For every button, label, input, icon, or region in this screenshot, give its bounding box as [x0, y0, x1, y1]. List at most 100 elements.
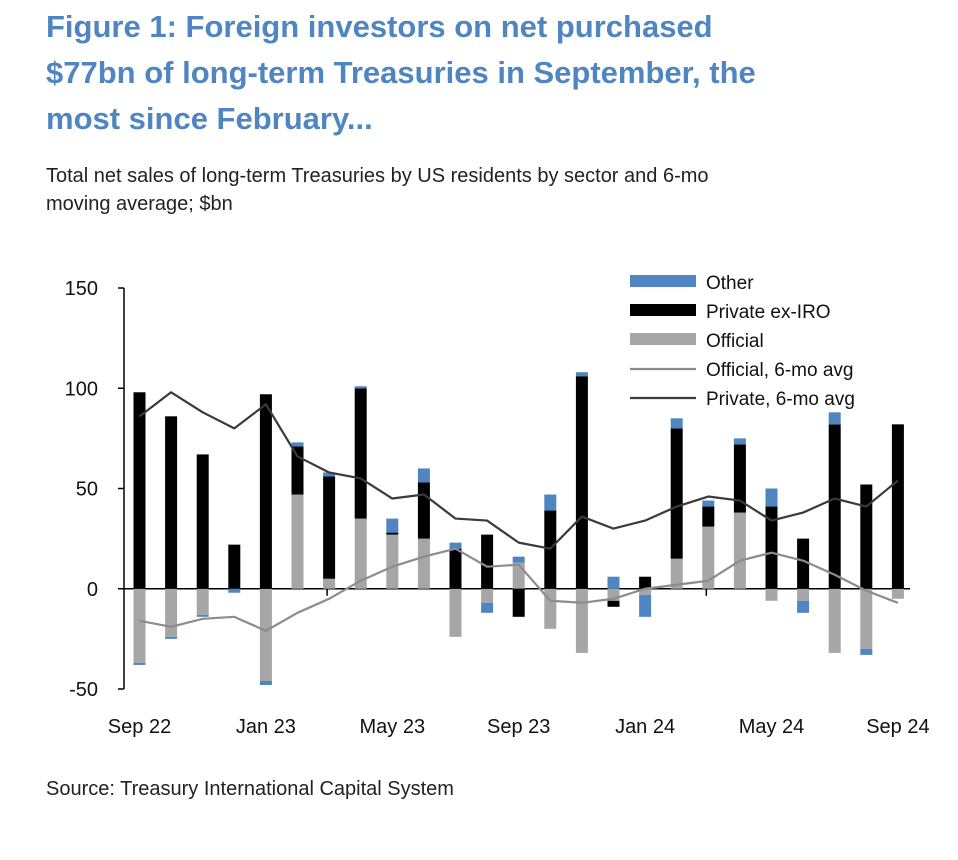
- bar-private: [891, 424, 904, 589]
- bar-other: [165, 636, 178, 639]
- bar-private: [323, 476, 336, 579]
- x-tick-label: Sep 22: [108, 716, 171, 738]
- x-tick-label: May 24: [739, 716, 805, 738]
- title-line-3: most since February...: [46, 101, 373, 136]
- bar-private: [196, 454, 209, 589]
- source-note: Source: Treasury International Capital S…: [46, 778, 454, 800]
- bar-official: [512, 562, 525, 589]
- bar-official: [733, 512, 746, 589]
- x-tick-label: Sep 23: [487, 716, 550, 738]
- bar-other: [544, 494, 557, 511]
- bar-official: [449, 588, 462, 637]
- bar-official: [765, 588, 778, 601]
- y-tick-label: 150: [65, 278, 98, 300]
- bar-private: [828, 424, 841, 589]
- bar-other: [259, 680, 272, 685]
- y-tick-label: -50: [69, 679, 98, 701]
- line-official-6mo-avg: [139, 547, 899, 632]
- legend-private-avg-label: Private, 6-mo avg: [706, 389, 855, 410]
- bar-private: [765, 506, 778, 589]
- bar-other: [291, 442, 304, 447]
- bar-other: [133, 662, 146, 665]
- bar-official: [797, 588, 810, 601]
- bar-other: [228, 588, 241, 593]
- subtitle-line-1: Total net sales of long-term Treasuries …: [46, 165, 709, 187]
- bar-other: [765, 488, 778, 507]
- bar-private: [575, 376, 588, 589]
- y-tick-label: 0: [87, 579, 98, 601]
- bar-official: [386, 534, 399, 589]
- line-private-6mo-avg: [138, 391, 899, 550]
- bar-official: [481, 588, 494, 603]
- bar-other: [417, 468, 430, 483]
- bar-official: [575, 588, 588, 653]
- chart-subtitle: Total net sales of long-term Treasuries …: [46, 162, 956, 218]
- bar-private: [291, 446, 304, 495]
- bar-private: [702, 506, 715, 527]
- bar-official: [702, 526, 715, 589]
- legend-other-label: Other: [706, 273, 754, 294]
- x-tick-label: Jan 23: [236, 716, 296, 738]
- bar-private: [797, 538, 810, 589]
- bar-official: [165, 588, 178, 637]
- bar-private: [449, 548, 462, 589]
- bar-other: [733, 438, 746, 445]
- legend-private-swatch: [630, 304, 696, 316]
- bar-other: [860, 648, 873, 655]
- bar-official: [860, 588, 873, 649]
- bar-official: [417, 538, 430, 589]
- title-line-1: Figure 1: Foreign investors on net purch…: [46, 9, 713, 44]
- bar-official: [291, 494, 304, 589]
- x-tick-label: May 23: [360, 716, 426, 738]
- legend-official-swatch: [630, 333, 696, 345]
- bar-private: [670, 428, 683, 559]
- bar-private: [639, 576, 652, 589]
- bar-private: [165, 416, 178, 589]
- subtitle-line-2: moving average; $bn: [46, 193, 233, 215]
- bar-other: [797, 600, 810, 613]
- bar-private: [386, 532, 399, 535]
- bar-other: [354, 386, 367, 389]
- bar-official: [639, 588, 652, 595]
- y-tick-label: 50: [76, 479, 98, 501]
- bar-other: [828, 412, 841, 425]
- bar-other: [386, 518, 399, 533]
- legend-private-label: Private ex-IRO: [706, 302, 831, 323]
- bar-other: [481, 602, 494, 613]
- bar-private: [481, 534, 494, 589]
- legend-official-avg-label: Official, 6-mo avg: [706, 360, 853, 381]
- bar-private: [512, 588, 525, 617]
- y-tick-label: 100: [65, 378, 98, 400]
- bar-private: [417, 482, 430, 539]
- chart-title: Figure 1: Foreign investors on net purch…: [46, 4, 946, 142]
- x-tick-label: Sep 24: [866, 716, 929, 738]
- bar-other: [449, 542, 462, 549]
- bar-private: [133, 392, 146, 589]
- bar-private: [228, 544, 241, 589]
- bar-private: [733, 444, 746, 513]
- bar-other: [639, 594, 652, 617]
- bar-official: [323, 578, 336, 589]
- bar-other: [670, 418, 683, 429]
- bar-other: [323, 472, 336, 477]
- bar-private: [860, 484, 873, 589]
- bar-other: [575, 372, 588, 377]
- bar-other: [607, 576, 620, 589]
- bar-official: [196, 588, 209, 615]
- bar-private: [354, 388, 367, 519]
- bar-other: [702, 500, 715, 507]
- bar-official: [259, 588, 272, 681]
- legend-official-label: Official: [706, 331, 764, 352]
- bar-official: [354, 518, 367, 589]
- bar-other: [196, 614, 209, 617]
- x-tick-label: Jan 24: [615, 716, 675, 738]
- bar-private: [607, 600, 620, 607]
- legend-other-swatch: [630, 275, 696, 287]
- bar-official: [133, 588, 146, 663]
- bar-official: [891, 588, 904, 599]
- title-line-2: $77bn of long-term Treasuries in Septemb…: [46, 55, 756, 90]
- bar-other: [512, 556, 525, 563]
- bar-official: [670, 558, 683, 589]
- bar-private: [259, 394, 272, 589]
